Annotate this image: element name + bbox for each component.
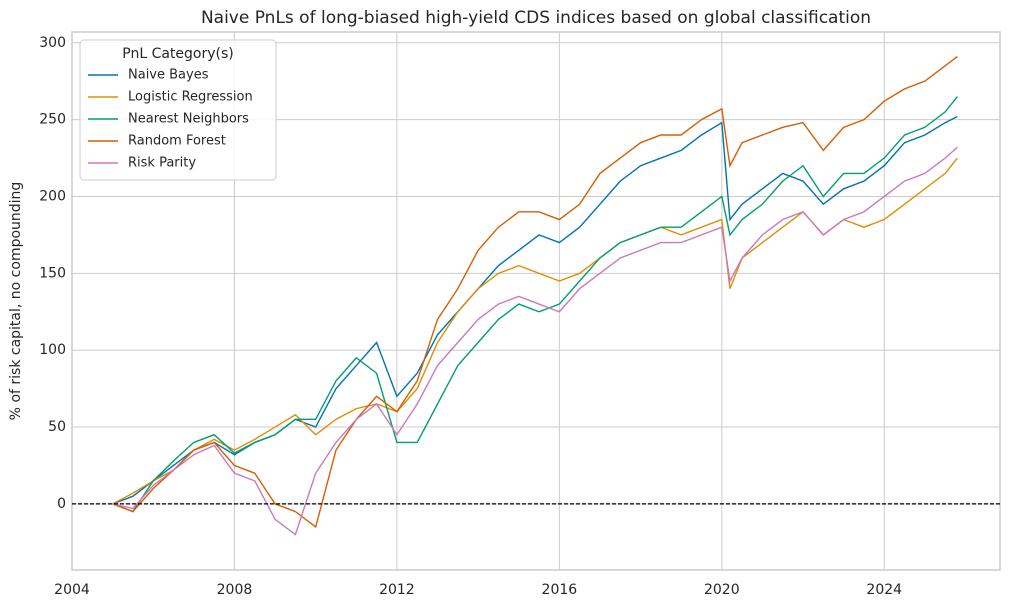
x-tick-label: 2012	[379, 582, 415, 598]
y-tick-label: 200	[39, 188, 66, 204]
legend-label: Random Forest	[128, 134, 226, 149]
y-tick-label: 0	[57, 496, 66, 512]
x-tick-label: 2024	[866, 582, 902, 598]
x-tick-label: 2016	[542, 582, 578, 598]
y-tick-label: 150	[39, 265, 66, 281]
legend-label: Naive Bayes	[128, 68, 209, 83]
x-tick-label: 2004	[54, 582, 90, 598]
series-line	[112, 146, 958, 536]
y-tick-label: 250	[39, 112, 66, 128]
legend-label: Logistic Regression	[128, 90, 253, 105]
legend-label: Nearest Neighbors	[128, 112, 249, 127]
legend-label: Risk Parity	[128, 156, 196, 171]
plot-border	[71, 31, 1001, 571]
legend-box	[79, 39, 277, 181]
x-tick-label: 2008	[217, 582, 253, 598]
y-tick-label: 300	[39, 35, 66, 51]
chart-title: Naive PnLs of long-biased high-yield CDS…	[201, 8, 871, 28]
y-tick-label: 100	[39, 342, 66, 358]
series-line	[112, 56, 958, 529]
y-tick-label: 50	[48, 419, 66, 435]
x-tick-label: 2020	[704, 582, 740, 598]
y-axis-label: % of risk capital, no compounding	[8, 182, 24, 421]
legend-title: PnL Category(s)	[122, 46, 234, 62]
